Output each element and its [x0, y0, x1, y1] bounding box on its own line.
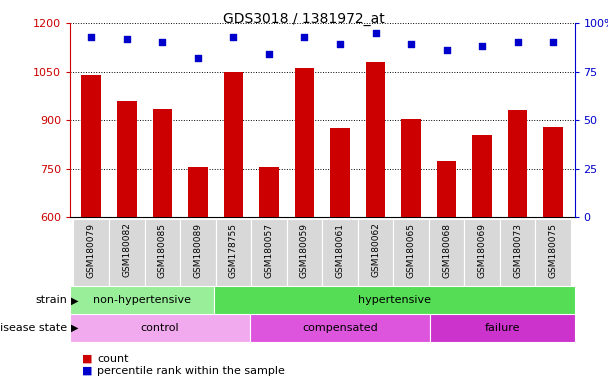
Text: GDS3018 / 1381972_at: GDS3018 / 1381972_at: [223, 12, 385, 25]
Bar: [544, 127, 563, 217]
Text: GSM180089: GSM180089: [193, 223, 202, 278]
Text: ▶: ▶: [71, 295, 78, 305]
Point: [300, 33, 309, 40]
Text: GSM180082: GSM180082: [122, 223, 131, 278]
Bar: [70, 314, 250, 342]
Bar: [366, 62, 385, 217]
Text: GSM180069: GSM180069: [478, 223, 486, 278]
Bar: [330, 128, 350, 217]
Text: compensated: compensated: [302, 323, 378, 333]
Text: GSM180057: GSM180057: [264, 223, 274, 278]
Bar: [188, 167, 207, 217]
Text: GSM180062: GSM180062: [371, 223, 380, 278]
Point: [229, 33, 238, 40]
Point: [513, 40, 522, 46]
Text: count: count: [97, 354, 129, 364]
Bar: [295, 68, 314, 217]
Text: GSM180068: GSM180068: [442, 223, 451, 278]
Text: percentile rank within the sample: percentile rank within the sample: [97, 366, 285, 376]
Text: GSM180059: GSM180059: [300, 223, 309, 278]
Bar: [287, 219, 322, 286]
Point: [157, 40, 167, 46]
Bar: [250, 314, 430, 342]
Bar: [472, 135, 492, 217]
Bar: [429, 219, 465, 286]
Point: [406, 41, 416, 48]
Bar: [251, 219, 287, 286]
Text: ■: ■: [82, 354, 92, 364]
Text: GSM180061: GSM180061: [336, 223, 345, 278]
Text: GSM180085: GSM180085: [158, 223, 167, 278]
Bar: [145, 219, 180, 286]
Point: [122, 35, 132, 41]
Bar: [430, 314, 575, 342]
Bar: [74, 219, 109, 286]
Bar: [322, 219, 358, 286]
Bar: [401, 119, 421, 217]
Text: hypertensive: hypertensive: [358, 295, 431, 305]
Point: [264, 51, 274, 57]
Text: non-hypertensive: non-hypertensive: [93, 295, 191, 305]
Bar: [437, 161, 457, 217]
Text: strain: strain: [35, 295, 67, 305]
Point: [548, 40, 558, 46]
Point: [442, 47, 452, 53]
Bar: [224, 71, 243, 217]
Text: GSM180075: GSM180075: [549, 223, 558, 278]
Bar: [536, 219, 571, 286]
Point: [193, 55, 202, 61]
Point: [335, 41, 345, 48]
Bar: [393, 219, 429, 286]
Bar: [465, 219, 500, 286]
Text: GSM180079: GSM180079: [87, 223, 95, 278]
Bar: [508, 111, 528, 217]
Bar: [216, 219, 251, 286]
Text: GSM178755: GSM178755: [229, 223, 238, 278]
Bar: [109, 219, 145, 286]
Bar: [117, 101, 137, 217]
Text: control: control: [140, 323, 179, 333]
Point: [371, 30, 381, 36]
Point: [477, 43, 487, 50]
Bar: [81, 75, 101, 217]
Bar: [180, 219, 216, 286]
Text: disease state: disease state: [0, 323, 67, 333]
Bar: [214, 286, 575, 314]
Bar: [153, 109, 172, 217]
Bar: [70, 286, 214, 314]
Text: failure: failure: [485, 323, 520, 333]
Point: [86, 33, 96, 40]
Bar: [259, 167, 278, 217]
Text: GSM180073: GSM180073: [513, 223, 522, 278]
Bar: [358, 219, 393, 286]
Text: ■: ■: [82, 366, 92, 376]
Text: ▶: ▶: [71, 323, 78, 333]
Text: GSM180065: GSM180065: [407, 223, 416, 278]
Bar: [500, 219, 536, 286]
